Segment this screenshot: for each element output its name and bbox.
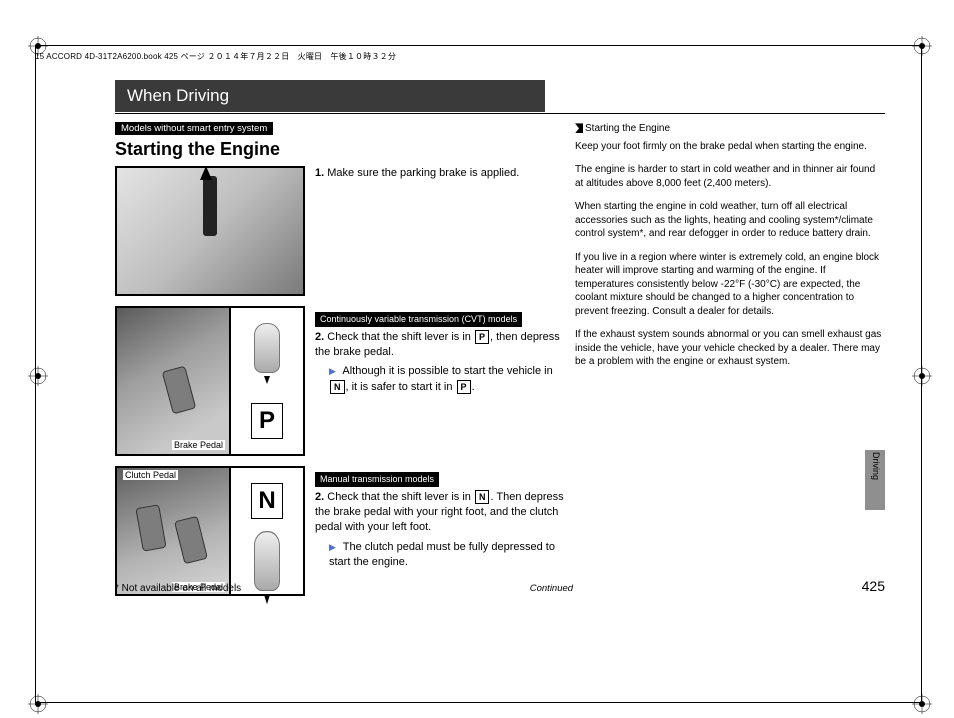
illustration-manual: Clutch Pedal Brake Pedal N bbox=[115, 466, 305, 596]
footnote: * Not available on all models bbox=[115, 583, 241, 594]
reg-mark bbox=[28, 366, 48, 386]
brake-pedal-label: Brake Pedal bbox=[172, 440, 225, 450]
cvt-bullet: Although it is possible to start the veh… bbox=[329, 364, 565, 395]
manual-bullet: The clutch pedal must be fully depressed… bbox=[329, 540, 565, 571]
sidebar-notes: Starting the Engine Keep your foot firml… bbox=[575, 122, 885, 606]
cvt-badge: Continuously variable transmission (CVT)… bbox=[315, 312, 522, 327]
note-p5: If the exhaust system sounds abnormal or… bbox=[575, 328, 885, 369]
reg-mark bbox=[912, 366, 932, 386]
illustration-parking-brake bbox=[115, 166, 305, 296]
gear-knob-icon bbox=[254, 323, 280, 373]
page-body: When Driving Models without smart entry … bbox=[115, 80, 885, 606]
section-title: When Driving bbox=[115, 80, 545, 112]
reg-mark bbox=[912, 694, 932, 714]
step-2-cvt: 2. Check that the shift lever is in P, t… bbox=[315, 330, 565, 361]
continued-label: Continued bbox=[530, 583, 573, 594]
page-number: 425 bbox=[862, 578, 885, 594]
sidebar-title: Starting the Engine bbox=[575, 122, 885, 136]
note-p1: Keep your foot firmly on the brake pedal… bbox=[575, 140, 885, 154]
page-heading: Starting the Engine bbox=[115, 139, 565, 160]
reg-mark bbox=[912, 36, 932, 56]
key-n2: N bbox=[475, 490, 490, 504]
step-1: 1. Make sure the parking brake is applie… bbox=[315, 166, 519, 181]
key-p2: P bbox=[457, 380, 471, 394]
reg-mark bbox=[28, 694, 48, 714]
step-2-manual: 2. Check that the shift lever is in N. T… bbox=[315, 490, 565, 536]
section-tab-label: Driving bbox=[871, 452, 881, 480]
header-strip: 15 ACCORD 4D-31T2A6200.book 425 ページ ２０１４… bbox=[35, 51, 396, 62]
model-badge: Models without smart entry system bbox=[115, 122, 273, 135]
gear-letter-n: N bbox=[251, 483, 283, 519]
key-p: P bbox=[475, 330, 489, 344]
note-p4: If you live in a region where winter is … bbox=[575, 251, 885, 319]
note-p3: When starting the engine in cold weather… bbox=[575, 200, 885, 241]
key-n: N bbox=[330, 380, 345, 394]
note-p2: The engine is harder to start in cold we… bbox=[575, 163, 885, 190]
manual-badge: Manual transmission models bbox=[315, 472, 439, 487]
clutch-pedal-label: Clutch Pedal bbox=[123, 470, 178, 480]
illustration-cvt: Brake Pedal P bbox=[115, 306, 305, 456]
gear-letter-p: P bbox=[251, 403, 283, 439]
